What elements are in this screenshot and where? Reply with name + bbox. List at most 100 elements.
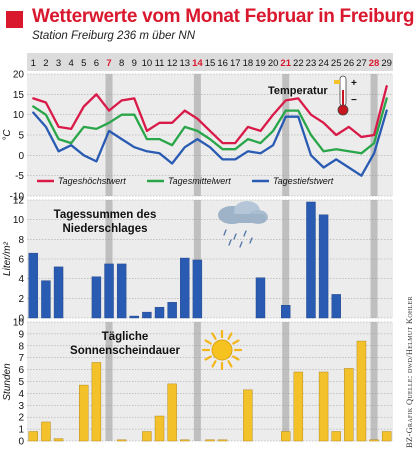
y-tick-label: 6 (18, 255, 24, 266)
day-label: 16 (217, 58, 228, 69)
sun-ray (204, 339, 212, 345)
y-tick-label: 15 (13, 90, 25, 101)
y-tick-label: 5 (18, 377, 24, 388)
bar-precipitation (281, 305, 291, 319)
y-tick-label: 5 (18, 131, 24, 142)
bar-precipitation (28, 252, 39, 319)
sun-ray (232, 355, 240, 361)
bar-sunshine (243, 389, 253, 442)
day-label: 29 (381, 58, 392, 69)
bar-precipitation (306, 201, 316, 319)
raindrop (243, 230, 247, 237)
y-tick-label: 3 (18, 401, 24, 412)
panel-title-precipitation-line1: Tagessummen des (54, 209, 157, 221)
bar-sunshine (381, 431, 392, 442)
day-label: 12 (167, 58, 178, 69)
bar-sunshine (41, 421, 51, 442)
bar-sunshine (91, 362, 102, 442)
y-tick-label: 10 (13, 215, 25, 226)
series-line-max (32, 85, 388, 145)
bar-precipitation (192, 259, 203, 319)
weekend-stripe (370, 200, 378, 318)
y-axis-label-precipitation: Liter/m² (2, 241, 13, 276)
y-tick-label: -10 (10, 192, 25, 203)
weekend-stripe (193, 322, 201, 441)
sun-ray (232, 339, 240, 345)
sun-ray (227, 332, 233, 340)
panel-title-precipitation-line2: Niederschlages (62, 223, 147, 235)
y-tick-label: -5 (15, 171, 24, 182)
source-credit: BZ-Grafik Quelle: dwd/Helmut Kohler (404, 296, 414, 448)
bar-precipitation (255, 277, 266, 319)
series-line-mean (32, 97, 388, 155)
day-header-band (27, 53, 393, 71)
weekend-stripe (370, 322, 378, 441)
y-tick-label: 4 (18, 389, 24, 400)
y-tick-label: 20 (13, 70, 25, 81)
y-tick-label: 10 (13, 110, 25, 121)
day-label: 9 (132, 58, 137, 69)
day-label: 27 (356, 58, 367, 69)
y-axis-label-temperature: °C (2, 129, 13, 141)
bar-precipitation (116, 263, 127, 319)
thermometer-bulb (337, 104, 349, 116)
bar-precipitation (53, 266, 64, 319)
bar-sunshine (217, 439, 228, 442)
plus-sign: + (351, 78, 357, 89)
day-label: 26 (344, 58, 355, 69)
bar-sunshine (318, 371, 329, 442)
day-label: 5 (81, 58, 86, 69)
day-label: 10 (142, 58, 153, 69)
y-tick-label: 0 (18, 314, 24, 325)
bar-sunshine (142, 431, 152, 442)
panel-title-temperature: Temperatur (268, 85, 328, 97)
day-label: 23 (306, 58, 317, 69)
sun-ray (211, 332, 217, 340)
y-tick-label: 10 (13, 318, 25, 329)
legend-label: Tagesmittelwert (168, 176, 231, 186)
title-bar: Wetterwerte vom Monat Februar in Freibur… (0, 0, 419, 48)
bar-sunshine (331, 431, 341, 442)
day-label: 3 (56, 58, 61, 69)
bar-sunshine (53, 438, 64, 442)
thermometer-mercury (342, 90, 344, 106)
day-label: 17 (230, 58, 241, 69)
bar-precipitation (41, 280, 51, 319)
y-tick-label: 1 (18, 425, 24, 436)
day-label: 14 (192, 58, 203, 69)
y-tick-label: 4 (18, 274, 24, 285)
bar-sunshine (369, 439, 379, 442)
day-label: 28 (369, 58, 380, 69)
panel-title-sunshine-line2: Sonnenscheindauer (70, 345, 180, 357)
y-tick-label: 2 (18, 294, 24, 305)
day-label: 13 (179, 58, 190, 69)
legend-label: Tageshöchstwert (58, 176, 126, 186)
y-tick-label: 0 (18, 151, 24, 162)
legend-label: Tagestiefstwert (273, 176, 334, 186)
bar-precipitation (91, 276, 102, 319)
day-label: 2 (43, 58, 48, 69)
rain-cloud-icon (218, 201, 268, 248)
y-tick-label: 12 (13, 196, 25, 207)
bar-precipitation (180, 257, 190, 319)
bar-sunshine (356, 340, 367, 442)
y-tick-label: 8 (18, 341, 24, 352)
day-label: 1 (31, 58, 36, 69)
bar-sunshine (293, 371, 304, 442)
thermometer-icon: +− (334, 75, 357, 116)
sun-ray (211, 360, 217, 368)
day-label: 8 (119, 58, 124, 69)
bar-precipitation (167, 302, 177, 319)
title-accent-square (6, 11, 23, 28)
day-label: 4 (69, 58, 74, 69)
bar-sunshine (167, 383, 177, 442)
bar-sunshine (79, 384, 89, 442)
raindrop (228, 239, 232, 246)
y-tick-label: 2 (18, 413, 24, 424)
day-label: 19 (255, 58, 266, 69)
y-tick-label: 0 (18, 437, 24, 448)
raindrop (249, 237, 253, 244)
bar-sunshine (281, 431, 291, 442)
raindrop (233, 233, 237, 240)
series-line-min (32, 109, 388, 177)
